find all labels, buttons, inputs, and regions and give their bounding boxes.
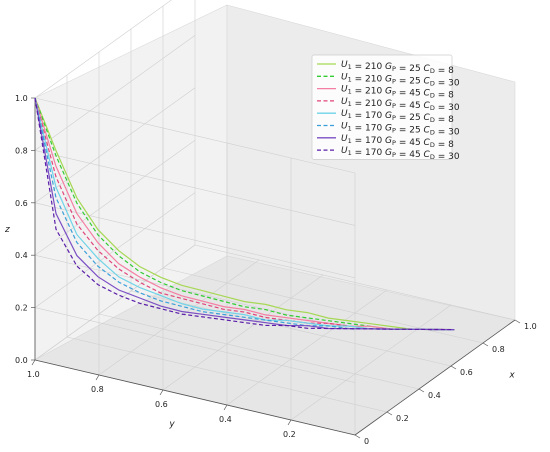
grid-line bbox=[34, 192, 196, 308]
y-tick-label: 0.8 bbox=[91, 385, 104, 394]
grid-line bbox=[290, 304, 452, 421]
grid-line bbox=[34, 139, 196, 256]
legend-entry: U1 = 210 GP = 25 CD = 8 bbox=[341, 60, 454, 76]
legend-entry: U1 = 170 GP = 45 CD = 8 bbox=[341, 134, 454, 150]
x-tick bbox=[450, 365, 457, 370]
x-axis-line bbox=[354, 319, 516, 436]
grid-line bbox=[162, 274, 324, 391]
legend-entry: U1 = 210 GP = 25 CD = 30 bbox=[341, 72, 460, 88]
series-group bbox=[34, 97, 455, 331]
legend-entry: U1 = 170 GP = 25 CD = 30 bbox=[341, 122, 460, 138]
x-tick-label: 0.2 bbox=[396, 414, 409, 423]
y-axis-label: y bbox=[168, 420, 175, 430]
y-tick-label: 0.6 bbox=[155, 400, 168, 409]
legend-entry: U1 = 210 GP = 45 CD = 8 bbox=[341, 85, 454, 101]
x-tick-label: 0.8 bbox=[492, 345, 505, 354]
y-tick bbox=[287, 419, 292, 426]
y-tick bbox=[31, 359, 36, 366]
y-tick bbox=[95, 374, 100, 381]
y-tick-label: 0.2 bbox=[283, 430, 296, 439]
grid-line bbox=[98, 259, 260, 376]
z-tick-label: 0.0 bbox=[15, 356, 28, 365]
y-tick bbox=[223, 404, 228, 411]
x-tick bbox=[418, 388, 425, 393]
y-tick-label: 0.4 bbox=[219, 415, 232, 424]
x-tick-label: 0 bbox=[364, 437, 369, 446]
grid-line bbox=[98, 313, 420, 390]
y-tick-label: 1.0 bbox=[27, 370, 40, 379]
grid-line bbox=[34, 87, 196, 204]
x-tick bbox=[514, 319, 521, 324]
x-tick-label: 0.6 bbox=[460, 368, 473, 377]
x-tick-label: 1.0 bbox=[524, 322, 537, 331]
legend-box bbox=[311, 54, 453, 160]
x-tick bbox=[386, 411, 393, 416]
grid-line bbox=[34, 244, 196, 361]
grid-line bbox=[194, 244, 516, 321]
legend-entry: U1 = 170 GP = 25 CD = 8 bbox=[341, 109, 454, 125]
x-tick bbox=[482, 342, 489, 347]
x-tick-label: 0.4 bbox=[428, 391, 441, 400]
series-line bbox=[34, 97, 455, 331]
z-tick-label: 0.8 bbox=[15, 146, 28, 155]
y-tick bbox=[159, 389, 164, 396]
grid-line bbox=[162, 267, 484, 344]
grid-line bbox=[34, 35, 196, 151]
z-tick-label: 0.6 bbox=[15, 199, 28, 208]
grid-line bbox=[226, 289, 388, 406]
z-axis-label: z bbox=[4, 225, 10, 235]
grid-line bbox=[34, 0, 172, 99]
legend: U1 = 210 GP = 25 CD = 8U1 = 210 GP = 25 … bbox=[311, 54, 460, 162]
grid-line bbox=[34, 307, 356, 383]
legend-entry: U1 = 170 GP = 45 CD = 30 bbox=[341, 146, 460, 162]
z-tick-label: 1.0 bbox=[15, 94, 28, 103]
series-line bbox=[34, 97, 455, 331]
axes: 0 0.2 0.4 0.6 0.8 1.0 0.2 0.4 0.6 0.8 1.0 0.0 0.2 0.4… bbox=[4, 94, 537, 446]
z-tick-label: 0.2 bbox=[15, 304, 28, 313]
z-tick-label: 0.4 bbox=[15, 251, 28, 260]
y-axis-line bbox=[34, 359, 356, 436]
grid-line bbox=[130, 290, 452, 367]
x-axis-label: x bbox=[508, 370, 515, 380]
series-line bbox=[34, 97, 455, 331]
x-tick bbox=[354, 434, 361, 439]
legend-entry: U1 = 210 GP = 45 CD = 30 bbox=[341, 97, 460, 113]
